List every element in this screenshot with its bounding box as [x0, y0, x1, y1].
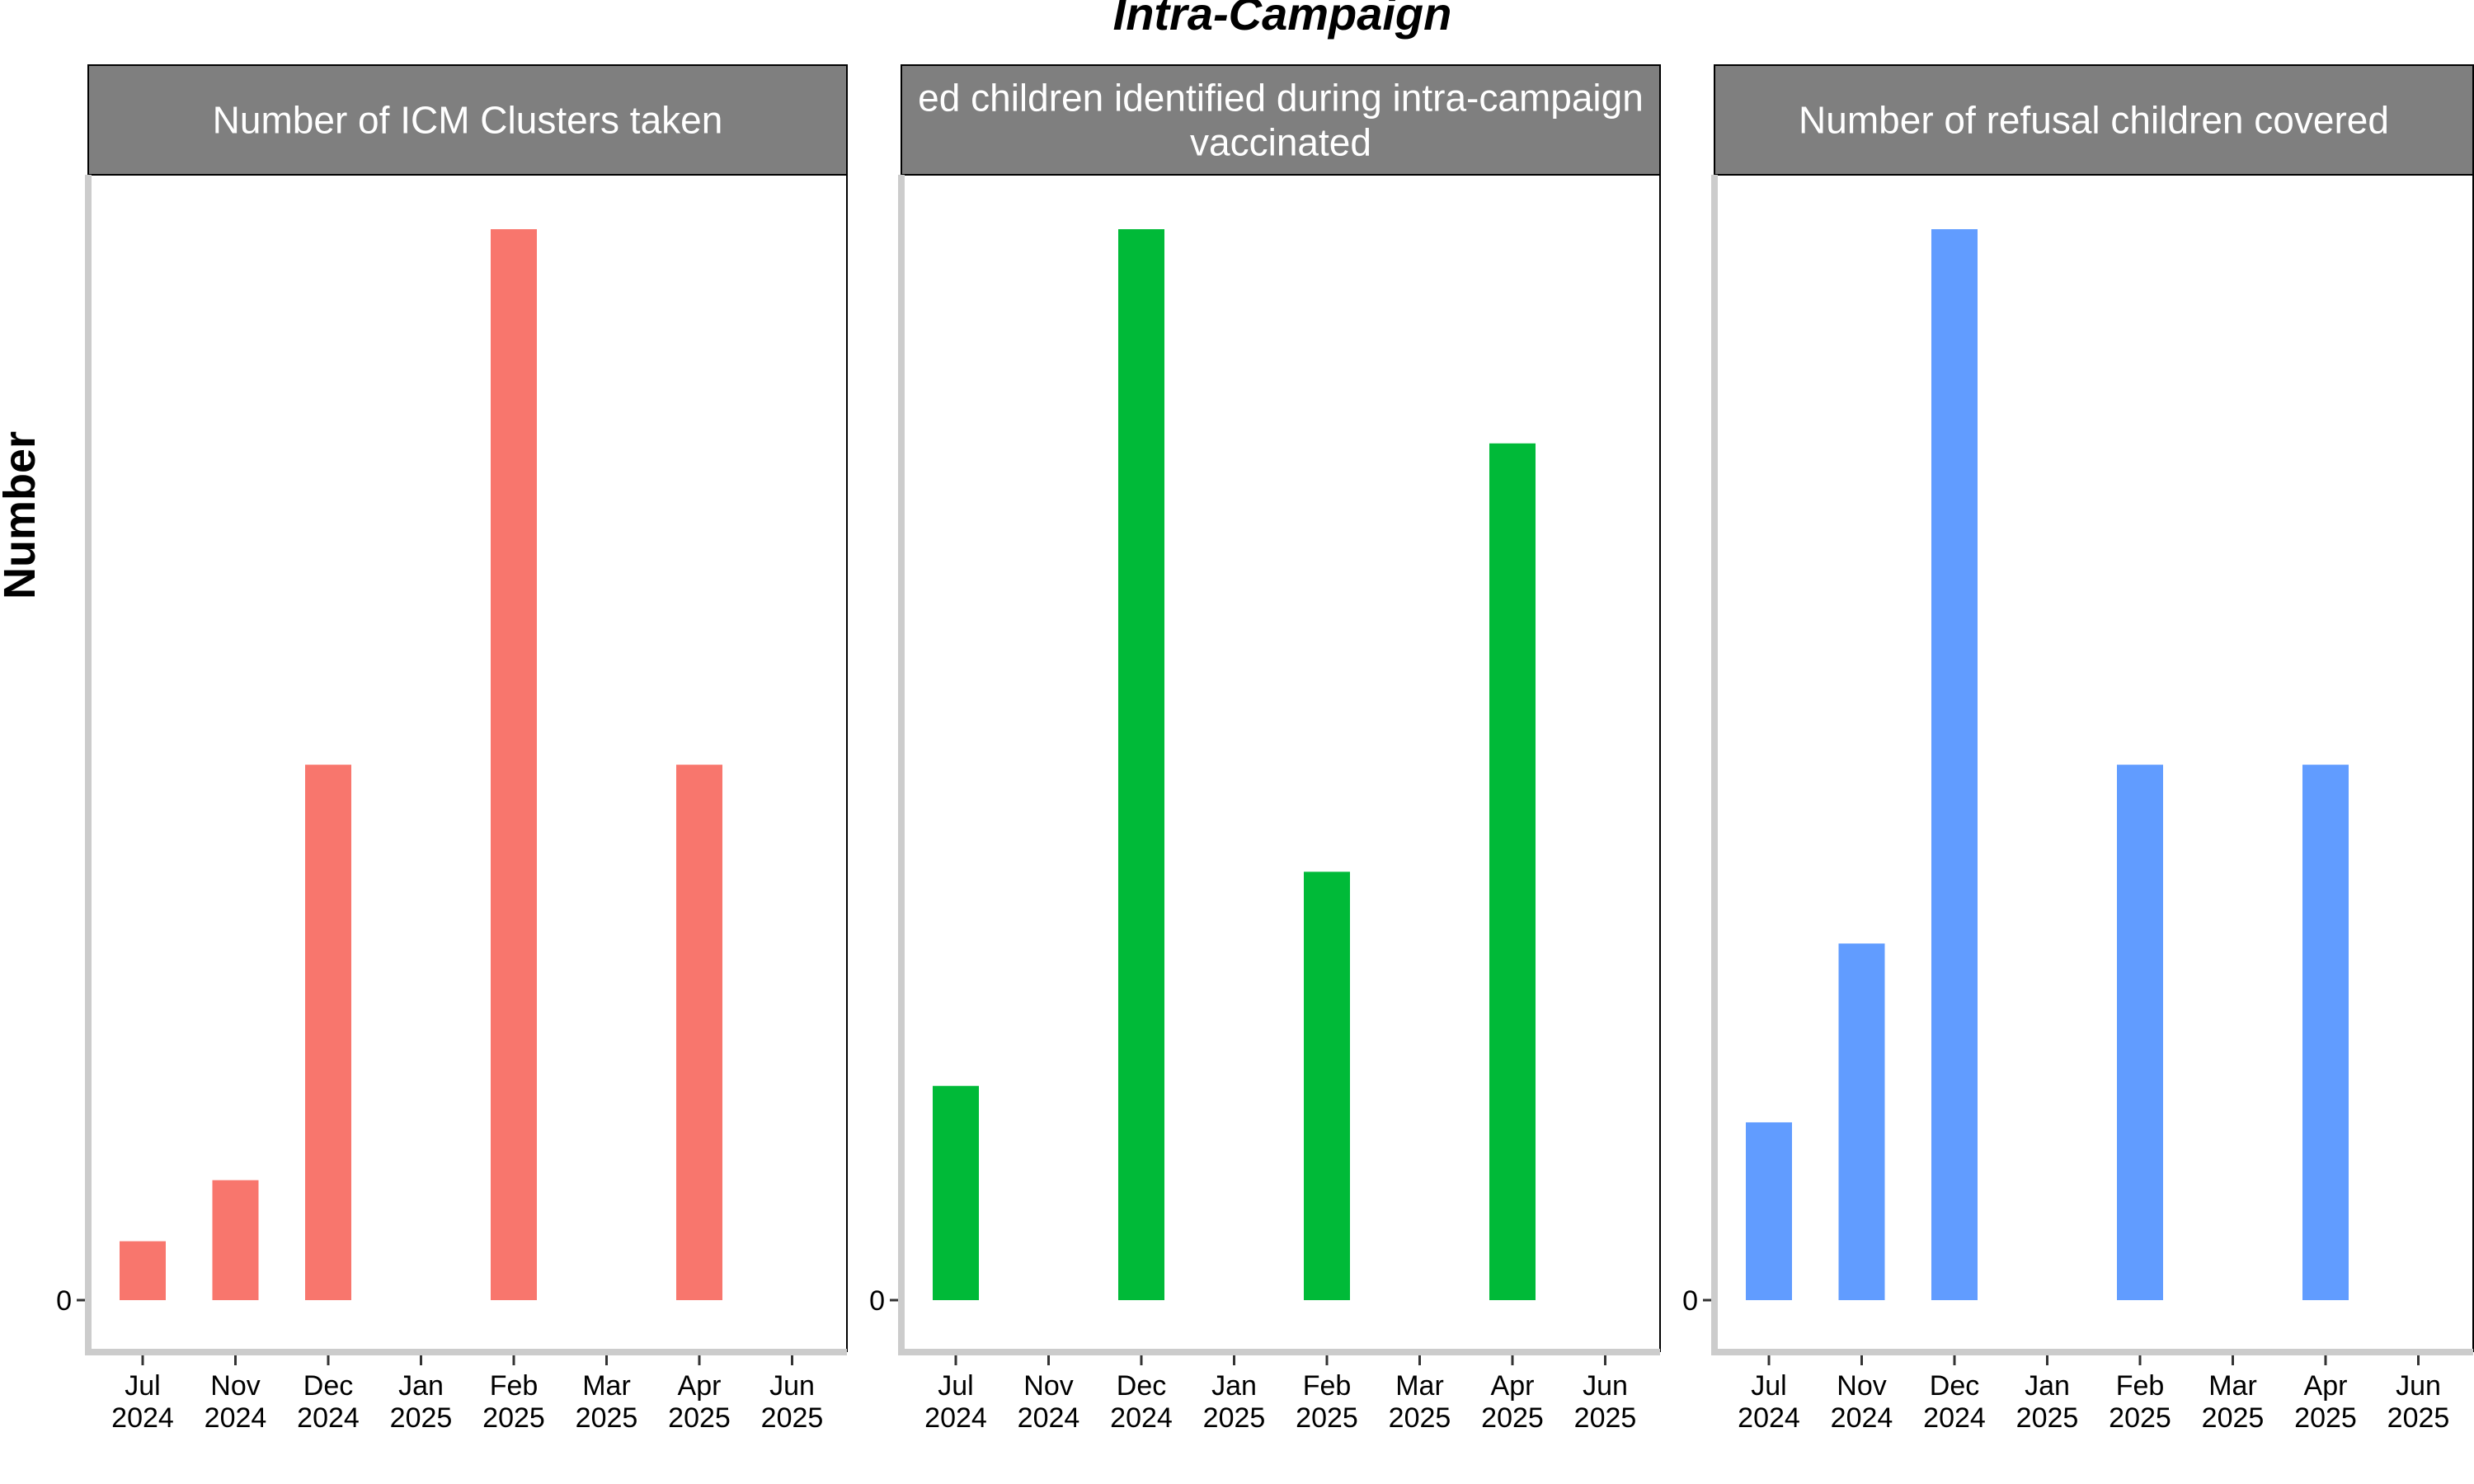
x-tick-label-month: Feb: [1303, 1370, 1352, 1402]
x-tick-label-year: 2025: [1574, 1402, 1637, 1434]
x-tick-label-month: Jul: [125, 1370, 160, 1402]
x-tick-label-year: 2024: [1018, 1402, 1080, 1434]
x-tick-label-month: Nov: [1023, 1370, 1073, 1402]
y-axis-label: Number: [0, 431, 45, 599]
x-tick-label-year: 2025: [2294, 1402, 2357, 1434]
facet-title-line: vaccinated: [1190, 121, 1371, 164]
bar-dec-2024: [1118, 229, 1164, 1300]
x-tick-label-year: 2025: [1296, 1402, 1358, 1434]
x-tick-label-month: Jan: [398, 1370, 444, 1402]
bar-feb-2025: [2117, 764, 2163, 1300]
x-tick-label-year: 2025: [576, 1402, 638, 1434]
x-tick-label-year: 2025: [2109, 1402, 2171, 1434]
x-tick-label-year: 2024: [1923, 1402, 1986, 1434]
x-tick-label-year: 2024: [297, 1402, 360, 1434]
x-tick-label-month: Jun: [1583, 1370, 1628, 1402]
bar-feb-2025: [1304, 871, 1350, 1300]
facet-title-line: Number of refusal children covered: [1799, 99, 2389, 142]
x-tick-label-year: 2025: [482, 1402, 545, 1434]
x-tick-label-month: Jul: [1751, 1370, 1786, 1402]
x-tick-label-year: 2024: [111, 1402, 174, 1434]
x-tick-label-month: Apr: [1491, 1370, 1535, 1402]
x-tick-label-month: Dec: [303, 1370, 353, 1402]
facet-strip: [901, 64, 1661, 176]
bar-jul-2024: [933, 1086, 979, 1300]
x-tick-label-year: 2024: [924, 1402, 987, 1434]
bar-dec-2024: [1931, 229, 1978, 1300]
bar-feb-2025: [491, 229, 537, 1300]
facet-title-line: ed children identified during intra-camp…: [918, 77, 1644, 120]
panel-1: Number of ICM Clusters taken0Jul2024Nov2…: [56, 64, 848, 1434]
x-tick-label-month: Jun: [769, 1370, 815, 1402]
y-tick-label: 0: [56, 1285, 72, 1317]
x-tick-label-month: Mar: [1395, 1370, 1444, 1402]
x-tick-label-month: Jan: [1211, 1370, 1257, 1402]
x-tick-label-month: Jan: [2025, 1370, 2070, 1402]
facet-title-line: Number of ICM Clusters taken: [213, 99, 723, 142]
bar-jul-2024: [120, 1241, 166, 1300]
panel-3: Number of refusal children covered0Jul20…: [1682, 64, 2474, 1434]
bar-dec-2024: [305, 764, 351, 1300]
x-tick-label-year: 2025: [761, 1402, 824, 1434]
x-tick-label-month: Feb: [2116, 1370, 2165, 1402]
x-tick-label-year: 2025: [1203, 1402, 1266, 1434]
y-tick-label: 0: [1682, 1285, 1698, 1317]
x-tick-label-month: Apr: [678, 1370, 722, 1402]
x-tick-label-month: Jul: [938, 1370, 973, 1402]
x-tick-label-month: Jun: [2396, 1370, 2441, 1402]
x-tick-label-month: Nov: [210, 1370, 260, 1402]
x-tick-label-year: 2024: [1831, 1402, 1893, 1434]
x-tick-label-year: 2024: [1110, 1402, 1173, 1434]
x-tick-label-year: 2025: [390, 1402, 453, 1434]
x-tick-label-month: Apr: [2304, 1370, 2348, 1402]
y-tick-label: 0: [869, 1285, 885, 1317]
x-tick-label-month: Mar: [582, 1370, 631, 1402]
bar-apr-2025: [676, 764, 722, 1300]
x-tick-label-year: 2025: [1481, 1402, 1544, 1434]
bar-apr-2025: [1489, 443, 1536, 1300]
bar-jul-2024: [1746, 1122, 1792, 1300]
bar-nov-2024: [1838, 943, 1885, 1300]
x-tick-label-month: Dec: [1117, 1370, 1166, 1402]
bar-nov-2024: [212, 1180, 259, 1300]
x-tick-label-year: 2025: [1389, 1402, 1451, 1434]
x-tick-label-month: Mar: [2208, 1370, 2257, 1402]
x-tick-label-month: Feb: [490, 1370, 539, 1402]
chart-title: Intra-Campaign: [1113, 0, 1452, 40]
x-tick-label-year: 2025: [668, 1402, 731, 1434]
x-tick-label-year: 2024: [1738, 1402, 1800, 1434]
x-tick-label-year: 2025: [2387, 1402, 2450, 1434]
facet-strip: [87, 64, 848, 176]
x-tick-label-year: 2025: [2202, 1402, 2265, 1434]
x-tick-label-year: 2024: [205, 1402, 267, 1434]
bar-apr-2025: [2302, 764, 2349, 1300]
x-tick-label-year: 2025: [2016, 1402, 2079, 1434]
x-tick-label-month: Nov: [1837, 1370, 1886, 1402]
x-tick-label-month: Dec: [1930, 1370, 1979, 1402]
panel-2: ed children identified during intra-camp…: [869, 64, 1661, 1434]
